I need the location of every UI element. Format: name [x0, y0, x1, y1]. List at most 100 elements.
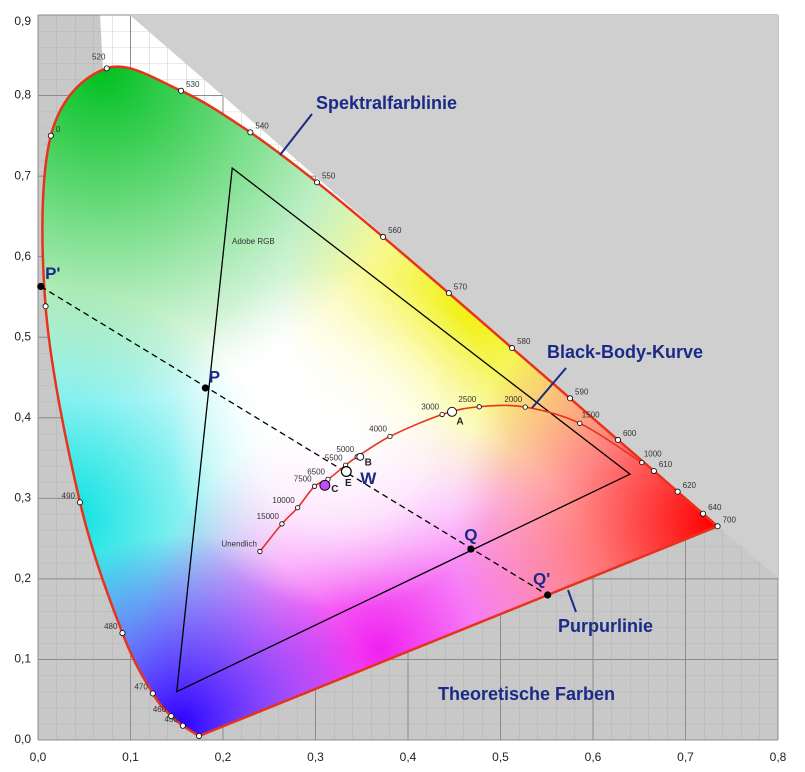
wavelength-label: 570 [454, 282, 468, 291]
leader-line [567, 589, 577, 613]
illuminant-label: C [331, 484, 338, 495]
construction-point [201, 384, 210, 392]
construction-point [467, 545, 475, 553]
illuminant-point [319, 479, 331, 491]
point-label: Q [464, 526, 477, 545]
wavelength-label: 610 [659, 460, 673, 469]
illuminant-label: A [456, 416, 463, 427]
y-tick-label: 0,6 [14, 249, 31, 263]
wavelength-label: 700 [723, 515, 737, 524]
wavelength-point [178, 87, 185, 94]
temperature-label: 2000 [504, 395, 522, 404]
point-label: W [360, 469, 377, 488]
construction-point [37, 282, 45, 291]
wavelength-point [47, 132, 54, 139]
wavelength-label: 560 [388, 226, 402, 235]
annotation: Black-Body-Kurve [547, 342, 703, 362]
y-tick-label: 0,7 [14, 168, 31, 182]
temperature-point [279, 521, 285, 527]
wavelength-label: 580 [517, 337, 531, 346]
temperature-point [439, 411, 445, 418]
wavelength-point [650, 467, 657, 474]
x-tick-label: 0,6 [585, 750, 602, 764]
illuminant-point [447, 406, 457, 417]
wavelength-label: 640 [708, 503, 722, 512]
x-tick-label: 0,7 [677, 750, 694, 764]
temperature-point [295, 505, 301, 511]
x-tick-label: 0,8 [770, 750, 787, 764]
wavelength-point [714, 523, 721, 530]
gamut-triangle [175, 166, 632, 693]
wavelength-point [196, 732, 203, 739]
y-tick-label: 0,2 [14, 571, 31, 585]
temperature-point [639, 459, 645, 466]
wavelength-point [509, 345, 516, 352]
wavelength-label: 460 [153, 705, 167, 714]
y-tick-label: 0,3 [14, 491, 31, 505]
temperature-label: 4000 [369, 425, 387, 434]
wavelength-label: 450 [164, 715, 178, 724]
y-tick-label: 0,9 [14, 14, 31, 28]
construction-point [544, 591, 552, 599]
temperature-label: 15000 [257, 512, 280, 521]
x-tick-label: 0,5 [492, 750, 509, 764]
temperature-point [522, 404, 528, 410]
wavelength-point [179, 722, 186, 729]
wavelength-label: 550 [322, 171, 336, 180]
wavelength-point [567, 395, 574, 402]
y-tick-label: 0,4 [14, 410, 31, 424]
illuminant-label: B [365, 457, 372, 468]
point-label: P [209, 367, 220, 386]
annotation: Spektralfarblinie [316, 93, 457, 113]
wavelength-point [76, 499, 83, 506]
x-tick-label: 0,3 [307, 750, 324, 764]
leader-line [279, 113, 313, 156]
annotation: Theoretische Farben [438, 684, 615, 704]
wavelength-label: 620 [683, 481, 697, 490]
wavelength-label: 480 [104, 622, 118, 631]
temperature-point [257, 548, 263, 555]
wavelength-point [168, 713, 175, 720]
wavelength-point [674, 488, 681, 495]
construction-line [40, 285, 549, 596]
wavelength-label: 590 [575, 387, 589, 396]
illuminant-point [356, 452, 365, 461]
leader-line [531, 367, 567, 409]
wavelength-point [700, 510, 707, 517]
y-tick-label: 0,8 [14, 88, 31, 102]
wavelength-label: 0 [56, 125, 61, 134]
wavelength-point [103, 65, 110, 72]
wavelength-label: 470 [134, 683, 148, 692]
annotation: Purpurlinie [558, 616, 653, 636]
temperature-label: 6500 [307, 467, 325, 476]
point-label: Q' [533, 569, 550, 588]
temperature-point [476, 404, 482, 410]
wavelength-label: 540 [255, 121, 269, 130]
wavelength-point [445, 290, 452, 297]
wavelength-label: 490 [62, 491, 76, 500]
wavelength-point [614, 436, 621, 443]
wavelength-label: 530 [186, 80, 200, 89]
x-tick-label: 0,0 [30, 750, 47, 764]
y-tick-label: 0,5 [14, 329, 31, 343]
illuminant-label: E [345, 478, 352, 489]
x-tick-label: 0,1 [122, 750, 139, 764]
gamut-label: Adobe RGB [232, 237, 275, 246]
wavelength-point [149, 690, 156, 697]
y-tick-label: 0,0 [14, 732, 31, 746]
spectral-locus [41, 65, 719, 738]
temperature-label: 5500 [325, 453, 343, 462]
point-label: P' [45, 264, 60, 283]
temperature-point [577, 420, 583, 426]
wavelength-point [119, 630, 126, 637]
temperature-label: 3000 [421, 403, 439, 412]
temperature-label: 7500 [294, 474, 312, 483]
wavelength-label: 600 [623, 429, 637, 438]
x-tick-label: 0,4 [400, 750, 417, 764]
temperature-label: 2500 [458, 395, 476, 404]
temperature-point [311, 483, 318, 489]
wavelength-label: 520 [92, 52, 106, 61]
